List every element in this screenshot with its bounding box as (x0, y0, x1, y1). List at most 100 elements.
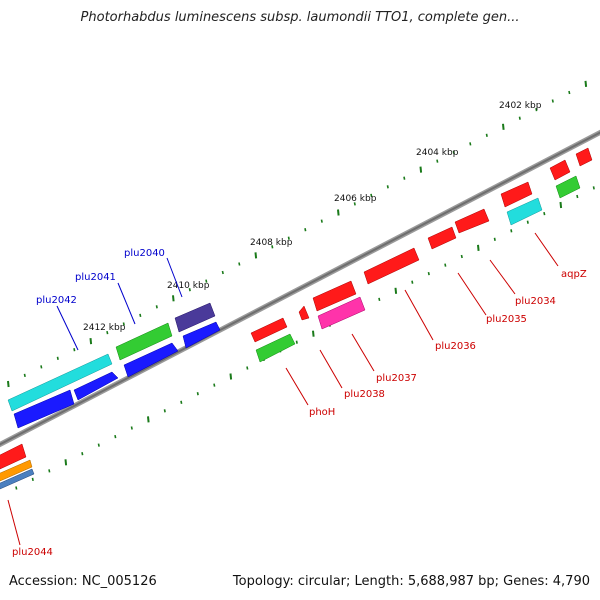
major-tick (477, 244, 480, 251)
major-tick (254, 252, 258, 259)
minor-tick (452, 150, 455, 155)
minor-tick (48, 469, 51, 473)
feature-red-right-1 (549, 159, 571, 181)
minor-tick (155, 305, 158, 309)
minor-tick (196, 392, 199, 396)
gene-label-plu2042: plu2042 (36, 295, 77, 306)
minor-tick (518, 116, 521, 120)
genome-backbone (0, 129, 600, 448)
feature-purple-plu2040 (174, 302, 216, 333)
major-tick (584, 80, 588, 87)
gene-labels: plu2040 plu2041 plu2042 aqpZ plu2034 plu… (12, 248, 587, 558)
minor-tick (295, 340, 298, 344)
major-tick (229, 373, 233, 380)
minor-tick (436, 159, 439, 163)
minor-tick (543, 211, 546, 216)
minor-tick (444, 263, 447, 267)
minor-tick (97, 443, 100, 447)
minor-tick (353, 202, 356, 206)
minor-tick (510, 229, 513, 233)
map-title: Photorhabdus luminescens subsp. laumondi… (80, 10, 520, 25)
topology-text: Topology: circular; Length: 5,688,987 bp… (232, 574, 590, 589)
feature-red-plu2044 (0, 443, 27, 470)
major-tick (172, 295, 175, 302)
minor-tick (304, 228, 307, 232)
kbp-label-2406: 2406 kbp (334, 194, 377, 204)
feature-red-plu2034 (500, 181, 533, 208)
minor-tick (188, 288, 191, 292)
minor-tick (320, 219, 323, 223)
minor-tick (271, 245, 274, 249)
minor-tick (15, 486, 18, 490)
gene-label-plu2037: plu2037 (376, 373, 417, 384)
upper-tick-row (7, 80, 588, 388)
gene-label-plu2044: plu2044 (12, 547, 53, 558)
feature-red-plu2036 (363, 247, 420, 285)
minor-tick (287, 236, 290, 240)
feature-red-plu2035-a (427, 226, 457, 250)
minor-tick (460, 254, 463, 259)
major-tick (559, 201, 563, 209)
minor-tick (568, 90, 571, 95)
major-tick (147, 416, 150, 423)
major-tick (89, 338, 93, 345)
feature-red-plu2035-b (454, 208, 490, 234)
gene-label-plu2040: plu2040 (124, 248, 165, 259)
minor-tick (576, 194, 579, 199)
minor-tick (403, 176, 406, 180)
kbp-label-2402: 2402 kbp (499, 101, 542, 111)
minor-tick (535, 107, 538, 112)
major-tick (312, 330, 315, 337)
minor-tick (592, 186, 595, 190)
gene-features (0, 147, 593, 490)
minor-tick (411, 280, 414, 284)
feature-cyan-aqpZ (506, 197, 543, 226)
feature-green-phoH (255, 333, 296, 363)
minor-tick (180, 400, 183, 404)
gene-label-aqpZ: aqpZ (561, 269, 587, 280)
major-tick (64, 459, 68, 466)
major-tick (394, 287, 398, 294)
kbp-label-2404: 2404 kbp (416, 148, 459, 158)
feature-red-small (298, 305, 310, 321)
major-tick (502, 123, 505, 130)
feature-red-right-2 (575, 147, 593, 167)
minor-tick (493, 237, 496, 241)
feature-magenta-plu2037 (317, 296, 366, 330)
gene-label-phoH: phoH (309, 407, 335, 418)
minor-tick (40, 365, 43, 369)
minor-tick (551, 99, 554, 103)
feature-green-right (555, 175, 581, 199)
feature-steel-plu2044 (0, 468, 35, 490)
minor-tick (238, 262, 241, 266)
gene-label-plu2036: plu2036 (435, 341, 476, 352)
minor-tick (485, 133, 488, 137)
major-tick (7, 380, 10, 388)
feature-blue-upper-1 (13, 389, 75, 429)
minor-tick (386, 185, 389, 189)
feature-blue-mid-2 (182, 321, 221, 349)
feature-red-phoH-a (250, 317, 288, 343)
minor-tick (246, 366, 249, 370)
minor-tick (205, 279, 208, 283)
kbp-label-2408: 2408 kbp (250, 238, 293, 248)
kbp-labels: 2402 kbp 2404 kbp 2406 kbp 2408 kbp 2410… (83, 101, 542, 333)
minor-tick (23, 373, 26, 378)
minor-tick (31, 477, 34, 482)
minor-tick (114, 434, 117, 439)
minor-tick (427, 271, 430, 276)
kbp-label-2412: 2412 kbp (83, 323, 126, 333)
kbp-label-2410: 2410 kbp (167, 281, 210, 291)
gene-label-plu2034: plu2034 (515, 296, 556, 307)
minor-tick (221, 270, 224, 275)
minor-tick (106, 330, 109, 335)
minor-tick (378, 297, 381, 302)
minor-tick (73, 348, 76, 352)
feature-cyan-upper (7, 353, 113, 412)
feature-blue-upper-2 (73, 371, 119, 401)
accession-text: Accession: NC_005126 (9, 574, 157, 589)
feature-blue-mid-1 (123, 342, 179, 378)
minor-tick (122, 322, 125, 326)
minor-tick (130, 426, 133, 430)
